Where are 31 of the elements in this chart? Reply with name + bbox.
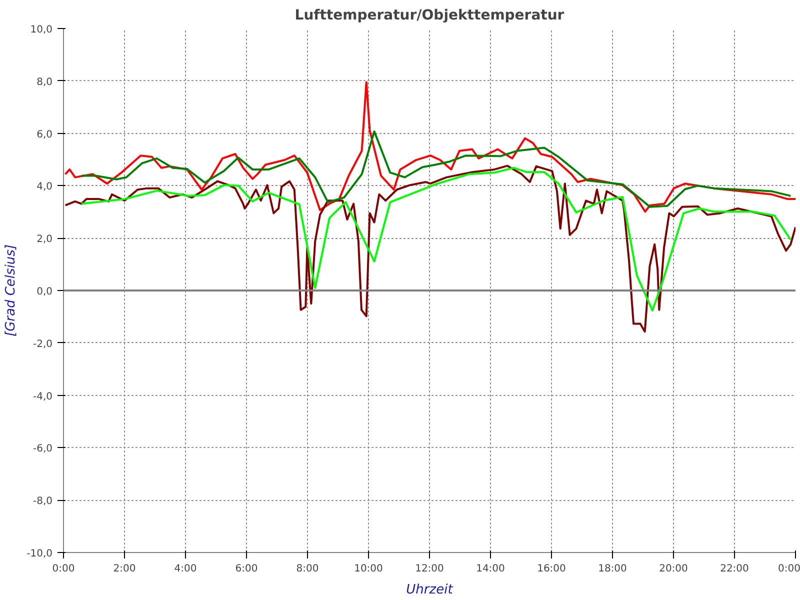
- x-tick-label: 20:00: [659, 564, 688, 574]
- x-tick-label: 2:00: [113, 564, 136, 574]
- y-tick-label: 6,0: [36, 129, 53, 140]
- line-series: [80, 166, 792, 312]
- x-tick-label: 14:00: [476, 564, 505, 574]
- x-tick-label: 18:00: [598, 564, 627, 574]
- y-tick-label: 4,0: [36, 182, 53, 193]
- y-tick-label: 10,0: [30, 24, 52, 36]
- y-axis-title: [Grad Celsius]: [4, 244, 19, 336]
- y-tick-label: -4,0: [32, 391, 53, 402]
- x-axis-title: Uhrzeit: [406, 582, 454, 598]
- x-tick-label: 0:00: [778, 564, 800, 574]
- x-tick-label: 22:00: [720, 564, 749, 574]
- x-tick-label: 10:00: [354, 564, 383, 574]
- y-tick-label: 8,0: [36, 76, 53, 88]
- line-series: [80, 130, 792, 208]
- x-tick-label: 12:00: [415, 564, 444, 574]
- y-tick-label: -2,0: [32, 338, 53, 350]
- x-tick-label: 6:00: [235, 564, 258, 574]
- line-series: [64, 164, 796, 333]
- y-tick-label: 2,0: [36, 234, 53, 246]
- x-tick-label: 8:00: [296, 564, 319, 574]
- x-tick-label: 4:00: [174, 564, 197, 574]
- chart-title: Lufttemperatur/Objekttemperatur: [294, 8, 564, 24]
- x-tick-label: 0:00: [52, 564, 75, 574]
- y-tick-label: 0,0: [36, 286, 53, 298]
- x-tick-label: 16:00: [537, 564, 566, 574]
- y-tick-label: -6,0: [32, 444, 53, 455]
- y-tick-label: -8,0: [32, 496, 53, 508]
- line-series: [64, 81, 796, 213]
- y-tick-label: -10,0: [26, 548, 52, 560]
